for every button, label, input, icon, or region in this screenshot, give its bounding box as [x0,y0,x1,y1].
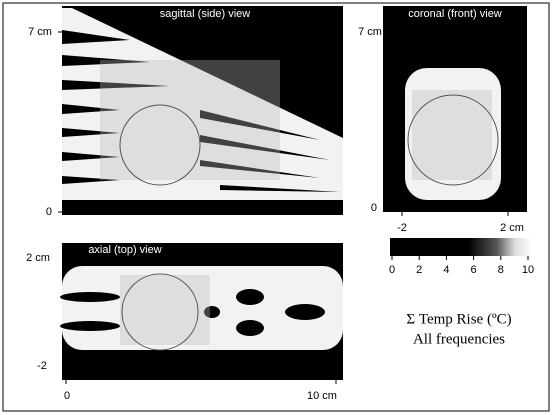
colorbar: 0 2 4 6 8 10 [389,238,534,276]
frame [2,2,550,412]
heatmap-streaks [62,30,340,192]
x-tick-label: 10 cm [307,390,337,402]
x-tick-label: -2 [397,222,407,234]
axial-panel: axial (top) view 2 cm -2 0 10 cm [26,243,343,402]
colorbar-tick-label: 2 [416,264,422,276]
colorbar-tick-label: 4 [443,264,449,276]
head-outline [119,104,201,186]
heatmap-streaks [60,289,325,336]
heatmap-region [62,266,343,350]
heatmap-noise [120,275,210,345]
colorbar-tick-label: 0 [389,264,395,276]
x-tick-label: 2 cm [500,222,524,234]
head-outline [407,94,499,186]
y-tick-label: -2 [37,360,47,372]
y-tick-label: 0 [371,202,377,214]
y-tick-label: 7 cm [358,26,382,38]
y-tick-label: 7 cm [28,26,52,38]
coronal-panel: coronal (front) view 7 cm 0 -2 2 cm [358,6,527,234]
colorbar-ticks: 0 2 4 6 8 10 [389,256,534,276]
colorbar-ramp [390,238,532,256]
caption: All frequencies [413,331,505,347]
caption: Σ Temp Rise (ºC) [406,311,511,327]
y-tick-label: 2 cm [26,252,50,264]
x-tick-label: 0 [64,390,70,402]
y-tick-label: 0 [46,206,52,218]
heatmap-noise [100,60,280,180]
head-outline [121,273,199,351]
colorbar-tick-label: 6 [471,264,477,276]
panel-title: coronal (front) view [408,8,502,20]
panel-title: axial (top) view [88,244,161,256]
colorbar-tick-label: 8 [498,264,504,276]
colorbar-tick-label: 10 [522,264,534,276]
sagittal-panel: sagittal (side) view 7 cm 0 [28,6,343,218]
panel-title: sagittal (side) view [160,8,251,20]
heatmap-region [405,68,501,200]
